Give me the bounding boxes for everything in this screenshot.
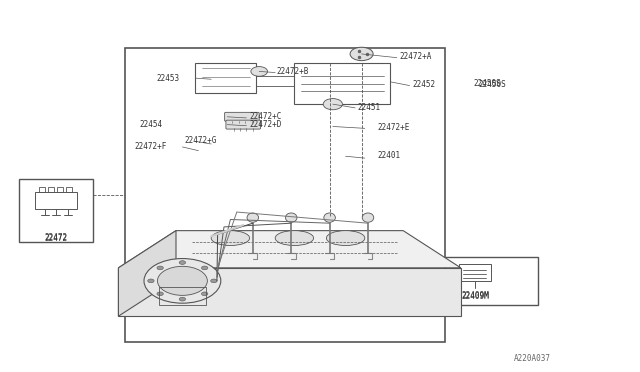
Ellipse shape bbox=[285, 213, 297, 222]
Ellipse shape bbox=[247, 213, 259, 222]
Text: 22472+C: 22472+C bbox=[250, 112, 282, 121]
Text: 22472: 22472 bbox=[45, 233, 68, 242]
Text: 22450S: 22450S bbox=[479, 80, 506, 89]
Text: 22454: 22454 bbox=[140, 120, 163, 129]
Circle shape bbox=[350, 47, 373, 61]
Circle shape bbox=[202, 266, 208, 270]
Text: 22472+G: 22472+G bbox=[184, 136, 217, 145]
Text: 22453: 22453 bbox=[157, 74, 180, 83]
Ellipse shape bbox=[326, 231, 365, 246]
Text: 22401: 22401 bbox=[378, 151, 401, 160]
Polygon shape bbox=[118, 231, 176, 316]
Text: 22472+F: 22472+F bbox=[134, 142, 167, 151]
Circle shape bbox=[202, 292, 208, 296]
Text: A220A037: A220A037 bbox=[513, 354, 550, 363]
Ellipse shape bbox=[211, 231, 250, 246]
Text: 22409M: 22409M bbox=[461, 292, 489, 301]
Polygon shape bbox=[118, 268, 461, 316]
Text: 22472+A: 22472+A bbox=[399, 52, 432, 61]
Circle shape bbox=[157, 292, 163, 296]
Circle shape bbox=[157, 266, 207, 295]
Text: 22451: 22451 bbox=[357, 103, 380, 112]
Text: 22450S: 22450S bbox=[474, 79, 501, 88]
Circle shape bbox=[211, 279, 217, 283]
FancyBboxPatch shape bbox=[226, 120, 260, 129]
Circle shape bbox=[157, 266, 163, 270]
Ellipse shape bbox=[324, 213, 335, 222]
Circle shape bbox=[148, 279, 154, 283]
Circle shape bbox=[323, 99, 342, 110]
Circle shape bbox=[179, 297, 186, 301]
Text: 22472+E: 22472+E bbox=[378, 123, 410, 132]
Ellipse shape bbox=[362, 213, 374, 222]
Text: 22472+D: 22472+D bbox=[250, 120, 282, 129]
FancyBboxPatch shape bbox=[225, 112, 259, 121]
Text: 22409M: 22409M bbox=[461, 291, 489, 300]
Circle shape bbox=[144, 259, 221, 303]
Text: 22472+B: 22472+B bbox=[276, 67, 309, 76]
Ellipse shape bbox=[275, 231, 314, 246]
Polygon shape bbox=[118, 231, 461, 268]
Circle shape bbox=[179, 261, 186, 264]
Text: 22452: 22452 bbox=[413, 80, 436, 89]
Text: 22472: 22472 bbox=[45, 234, 68, 243]
Circle shape bbox=[251, 67, 268, 76]
